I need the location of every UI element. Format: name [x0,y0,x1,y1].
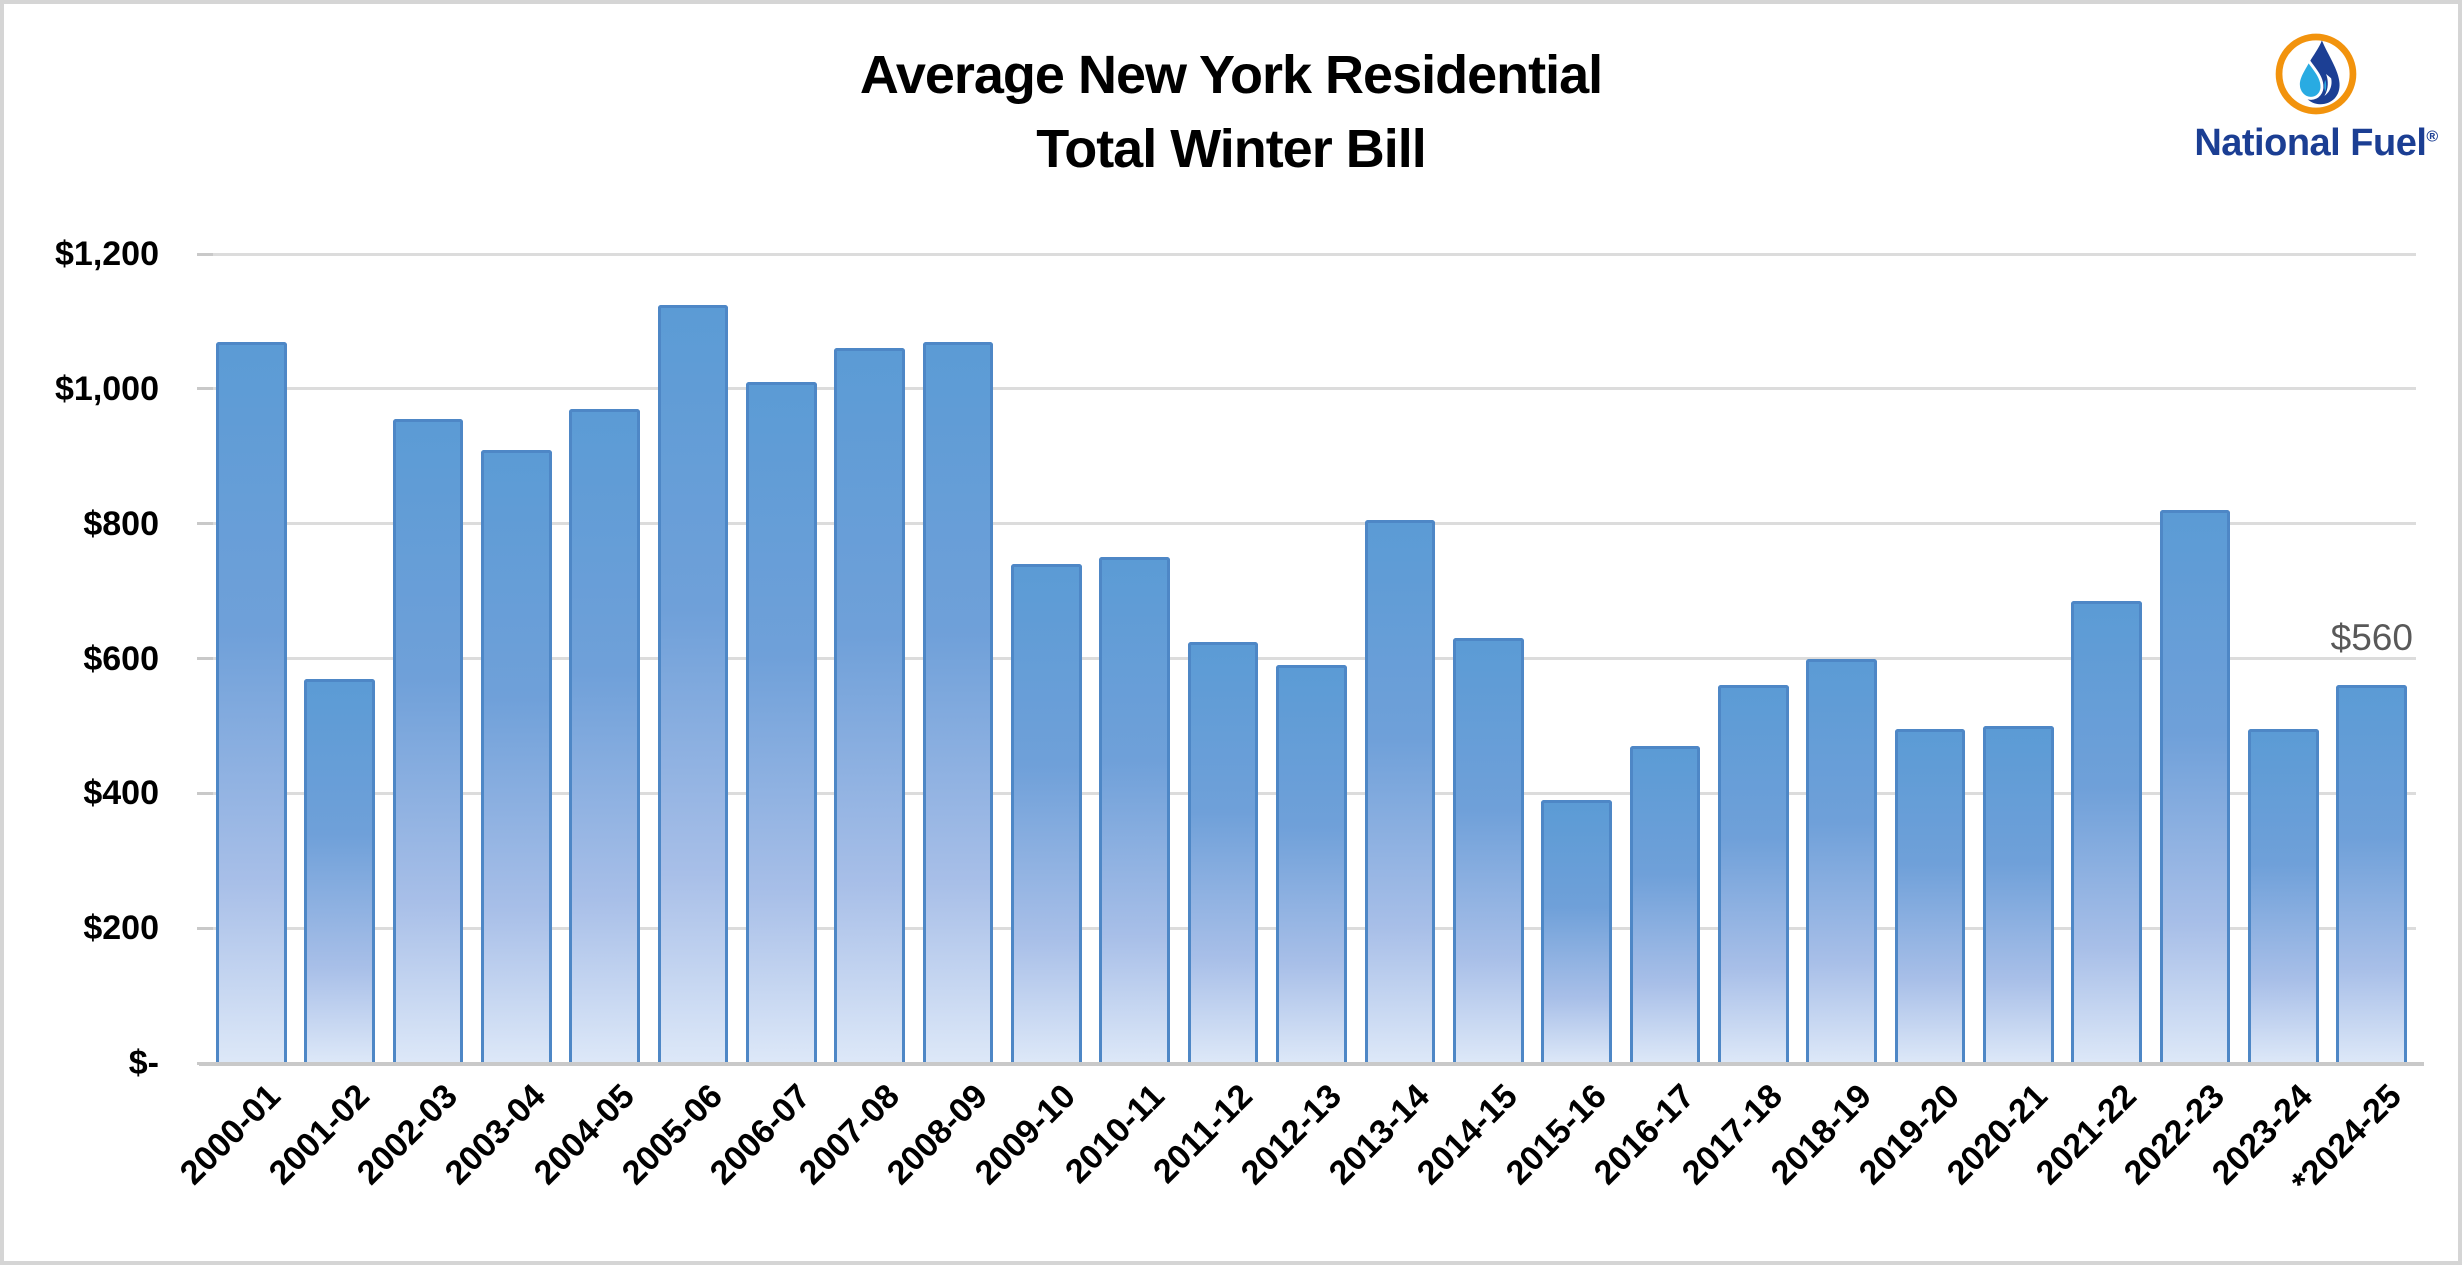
y-axis-tick [197,387,213,391]
bar-2009-10 [1011,564,1082,1063]
bar-2024-25 [2336,685,2408,1063]
y-axis-tick [197,926,213,930]
bar-slot [2063,254,2151,1063]
flame-drop-icon [2275,33,2357,115]
bar-2005-06 [657,304,729,1063]
y-axis-label: $800 [83,504,159,543]
plot-area: $- $200 $400 $600 $800 $1,000 $1,200 2000-01 200… [4,4,2458,1261]
bar-slot [1444,254,1532,1063]
gridline-600 [207,657,2416,660]
chart-title-line2: Total Winter Bill [1036,119,1427,179]
registered-trademark-symbol: ® [2426,128,2438,146]
bar-2001-02 [304,678,375,1063]
bar-2013-14 [1364,520,1436,1063]
bar-slot [1621,254,1709,1063]
bar-2012-13 [1276,665,1347,1063]
bar-slot [914,254,1002,1063]
bar-slot [1267,254,1355,1063]
gridline-800 [207,522,2416,526]
bar-2017-18 [1717,685,1789,1063]
bar-value-label: $560 [2330,617,2413,659]
bar-slot [207,254,295,1063]
bar-2004-05 [569,409,640,1063]
bar-2010-11 [1099,557,1171,1063]
x-axis-line [199,1062,2424,1066]
bar-slot [2239,254,2327,1063]
x-axis-label: 2010-11 [1057,1077,1172,1191]
bar-2023-24 [2248,729,2319,1063]
y-axis-label: $1,200 [55,235,159,273]
y-axis-label: $400 [83,774,159,813]
bar-2020-21 [1983,725,2054,1063]
bar-2016-17 [1629,746,1701,1063]
bar-slot [560,254,648,1063]
gridline-1200 [207,252,2416,256]
y-axis-label: $- [128,1044,159,1082]
bar-2022-23 [2159,510,2231,1063]
bar-slot [295,254,383,1063]
bar-2003-04 [480,449,552,1063]
bar-2008-09 [922,341,994,1063]
chart-title: Average New York Residential Total Winte… [4,38,2458,186]
bar-slot [1886,254,1974,1063]
bar-slot [649,254,737,1063]
gridline-1000 [207,387,2416,391]
bar-slot [1091,254,1179,1063]
y-axis-label: $1,000 [55,369,159,408]
y-axis-tick [197,791,213,795]
logo-wordmark: National Fuel® [2194,122,2438,164]
y-axis-tick [197,522,213,526]
y-axis-tick [197,657,213,660]
bar-2021-22 [2071,601,2143,1063]
bar-2014-15 [1452,638,1524,1063]
bar-2015-16 [1541,800,1612,1063]
bar-slot [2328,254,2416,1063]
bar-slot [826,254,914,1063]
bar-slot [1709,254,1797,1063]
national-fuel-logo: National Fuel® [2190,32,2442,165]
bar-slot [472,254,560,1063]
bar-slot [1532,254,1620,1063]
bar-2018-19 [1806,658,1877,1063]
y-axis-tick [197,252,213,256]
bar-2007-08 [834,348,906,1063]
chart-title-line1: Average New York Residential [859,45,1603,105]
bar-slot [1797,254,1885,1063]
bar-2019-20 [1894,729,1966,1063]
bar-slot [1356,254,1444,1063]
bar-slot [1179,254,1267,1063]
bar-slot [1002,254,1090,1063]
bar-2000-01 [215,341,287,1063]
bar-slot [1974,254,2062,1063]
bar-slot [384,254,472,1063]
y-axis-label: $600 [83,639,159,678]
bar-2011-12 [1187,641,1259,1063]
bar-slot [737,254,825,1063]
bar-slot [2151,254,2239,1063]
y-axis-label: $200 [83,909,159,948]
bars-container [207,254,2416,1063]
bar-2002-03 [392,419,464,1063]
bar-2006-07 [745,382,817,1063]
